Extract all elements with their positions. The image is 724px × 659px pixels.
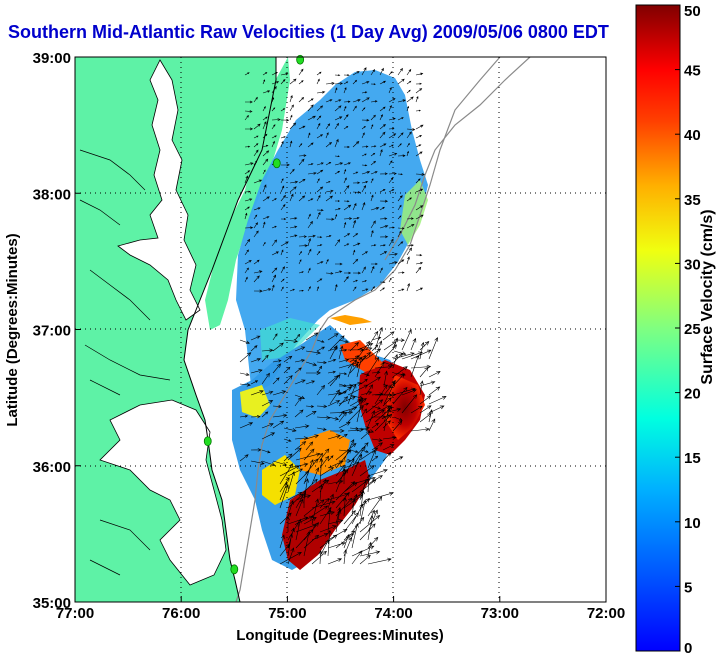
inland-rivers — [79, 149, 171, 576]
colorbar-tick-label: 40 — [684, 127, 701, 144]
y-tick-label: 36:00 — [33, 459, 71, 476]
bathymetry-contour-outer — [384, 57, 531, 261]
velocity-patch-yellow-west — [240, 385, 270, 418]
station-mid — [203, 436, 212, 447]
y-tick-label: 38:00 — [33, 186, 71, 203]
y-tick-label: 39:00 — [33, 50, 71, 67]
colorbar-tick-label: 20 — [684, 386, 701, 403]
velocity-arrows — [239, 67, 447, 565]
station-south — [230, 564, 239, 575]
velocity-field-north — [236, 70, 428, 395]
colorbar-tick-label: 30 — [684, 256, 701, 273]
coastline — [183, 57, 277, 602]
map-title: Southern Mid-Atlantic Raw Velocities (1 … — [8, 22, 609, 42]
x-tick-label: 72:00 — [587, 605, 625, 622]
x-tick-label: 73:00 — [481, 605, 519, 622]
colorbar-tick-label: 5 — [684, 579, 692, 596]
y-axis-label: Latitude (Degrees:Minutes) — [4, 233, 21, 426]
colorbar-label: Surface Velocity (cm/s) — [699, 209, 716, 384]
velocity-patch-green-east — [400, 180, 428, 245]
colorbar-tick-label: 35 — [684, 192, 701, 209]
colorbar-tick-label: 10 — [684, 515, 701, 532]
colorbar-tick-label: 25 — [684, 321, 701, 338]
velocity-arrow-paths — [239, 67, 447, 565]
y-tick-label: 35:00 — [33, 595, 71, 612]
station-cape-henlopen — [272, 158, 281, 169]
chesapeake-bay — [117, 59, 201, 321]
x-axis-label: Longitude (Degrees:Minutes) — [236, 627, 444, 644]
colorbar-ticks: 0 5 10 15 20 25 30 35 40 45 50 — [675, 3, 701, 657]
bathymetry-contour — [235, 57, 501, 602]
x-tick-label: 76:00 — [162, 605, 200, 622]
colorbar-tick-label: 15 — [684, 450, 701, 467]
velocity-hotzone-ne — [340, 340, 385, 372]
land-delmarva — [205, 57, 290, 330]
colorbar — [635, 4, 681, 652]
y-axis-ticks: 39:00 38:00 37:00 36:00 35:00 — [33, 50, 81, 612]
x-axis-ticks: 77:00 76:00 75:00 74:00 73:00 72:00 — [56, 596, 625, 622]
pamlico-sound — [99, 399, 227, 586]
colorbar-tick-label: 0 — [684, 640, 692, 657]
velocity-patch-orange-shelf — [330, 315, 372, 325]
y-tick-label: 37:00 — [33, 323, 71, 340]
x-tick-label: 75:00 — [268, 605, 306, 622]
map-grid — [75, 57, 606, 602]
x-tick-label: 74:00 — [374, 605, 412, 622]
x-tick-label: 77:00 — [56, 605, 94, 622]
colorbar-tick-label: 45 — [684, 63, 701, 80]
colorbar-tick-label: 50 — [684, 3, 701, 20]
